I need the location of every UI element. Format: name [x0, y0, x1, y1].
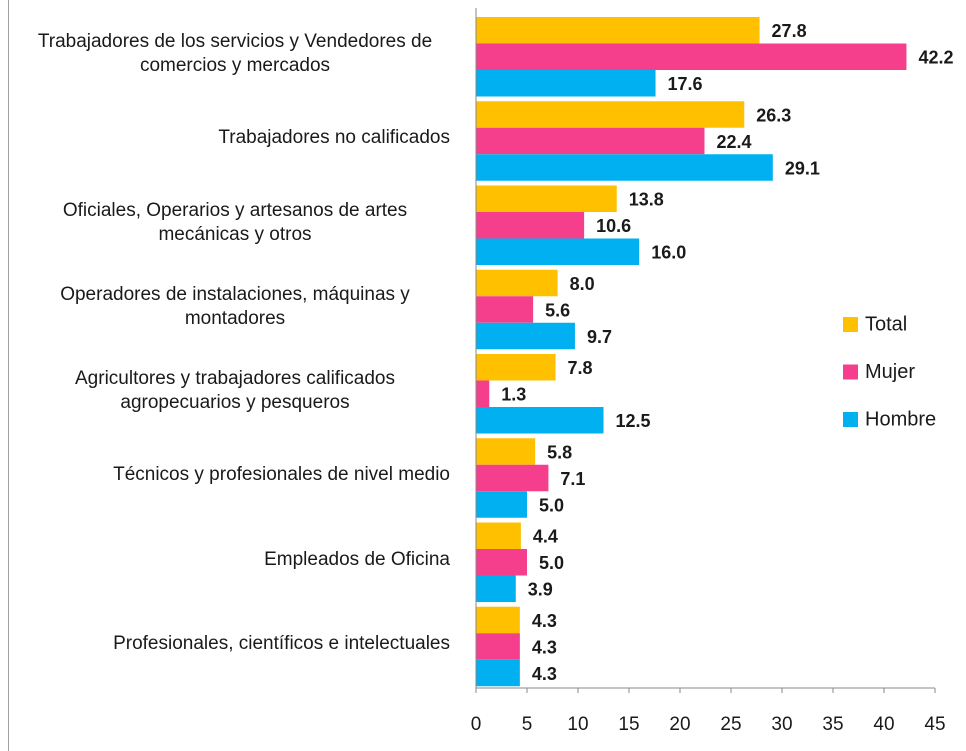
legend-swatch: [843, 412, 858, 427]
data-label: 4.4: [533, 527, 558, 547]
data-label: 7.8: [568, 358, 593, 378]
data-label: 13.8: [629, 190, 664, 210]
bar: [476, 549, 527, 576]
data-label: 1.3: [501, 385, 526, 405]
y-tick-label: Agricultores y trabajadores calificados …: [20, 367, 450, 415]
data-label: 5.8: [547, 442, 572, 462]
data-label: 42.2: [918, 48, 953, 68]
bar: [476, 17, 760, 44]
data-label: 9.7: [587, 327, 612, 347]
category-text: Agricultores y trabajadores calificados …: [75, 368, 395, 414]
data-label: 29.1: [785, 158, 820, 178]
legend-label: Mujer: [865, 361, 915, 383]
bar: [476, 522, 521, 549]
category-text: Trabajadores de los servicios y Vendedor…: [37, 31, 433, 77]
bar: [476, 269, 558, 297]
bar: [476, 659, 520, 687]
legend-label: Total: [865, 313, 907, 335]
data-label: 7.1: [560, 469, 585, 489]
x-tick-label: 30: [771, 714, 792, 735]
bar: [476, 154, 773, 181]
bar: [476, 212, 585, 239]
bar: [476, 127, 705, 155]
x-tick-label: 35: [822, 714, 843, 735]
data-label: 27.8: [772, 21, 807, 41]
bar: [476, 380, 490, 407]
bar: [476, 238, 640, 265]
data-label: 5.6: [545, 300, 570, 320]
x-tick-label: 25: [720, 714, 741, 735]
category-text: Profesionales, científicos e intelectual…: [113, 632, 450, 654]
bar: [476, 43, 907, 70]
bar: [476, 575, 516, 602]
legend-label: Hombre: [865, 408, 936, 430]
bar: [476, 101, 745, 128]
frame: [8, 0, 9, 751]
data-label: 26.3: [756, 105, 791, 125]
y-tick-label: Oficiales, Operarios y artesanos de arte…: [20, 199, 450, 247]
y-tick-label: Trabajadores de los servicios y Vendedor…: [20, 30, 450, 78]
data-label: 5.0: [539, 553, 564, 573]
y-tick-label: Operadores de instalaciones, máquinas y …: [20, 283, 450, 331]
bar: [476, 354, 556, 381]
data-label: 17.6: [668, 74, 703, 94]
y-tick-label: Profesionales, científicos e intelectual…: [20, 632, 450, 656]
bar: [476, 606, 520, 634]
category-text: Operadores de instalaciones, máquinas y …: [60, 283, 410, 329]
y-tick-label: Técnicos y profesionales de nivel medio: [20, 463, 450, 487]
data-label: 12.5: [616, 411, 651, 431]
y-tick-label: Trabajadores no calificados: [20, 126, 450, 150]
data-label: 4.3: [532, 664, 557, 684]
bar: [476, 322, 575, 350]
data-label: 3.9: [528, 580, 553, 600]
bar: [476, 464, 549, 492]
data-label: 4.3: [532, 611, 557, 631]
bar: [476, 407, 604, 434]
data-label: 4.3: [532, 637, 557, 657]
bar: [476, 438, 536, 465]
x-tick-label: 45: [924, 714, 945, 735]
category-text: Trabajadores no calificados: [218, 127, 450, 149]
legend-swatch: [843, 364, 858, 380]
y-tick-label: Empleados de Oficina: [20, 548, 450, 572]
category-text: Oficiales, Operarios y artesanos de arte…: [62, 199, 408, 245]
data-label: 16.0: [651, 243, 686, 263]
bar: [476, 70, 656, 97]
data-label: 8.0: [570, 274, 595, 294]
data-label: 5.0: [539, 495, 564, 515]
category-text: Técnicos y profesionales de nivel medio: [113, 464, 450, 486]
x-tick-label: 5: [522, 714, 533, 735]
bar: [476, 296, 534, 323]
x-tick-label: 15: [618, 714, 639, 735]
x-tick-label: 0: [471, 714, 482, 735]
bar: [476, 491, 527, 518]
bar: [476, 633, 520, 660]
category-text: Empleados de Oficina: [264, 548, 450, 570]
legend-swatch: [843, 317, 858, 332]
x-tick-label: 20: [669, 714, 690, 735]
x-tick-label: 40: [873, 714, 894, 735]
data-label: 22.4: [716, 132, 751, 152]
data-label: 10.6: [596, 216, 631, 236]
x-tick-label: 10: [567, 714, 588, 735]
bar: [476, 185, 617, 212]
